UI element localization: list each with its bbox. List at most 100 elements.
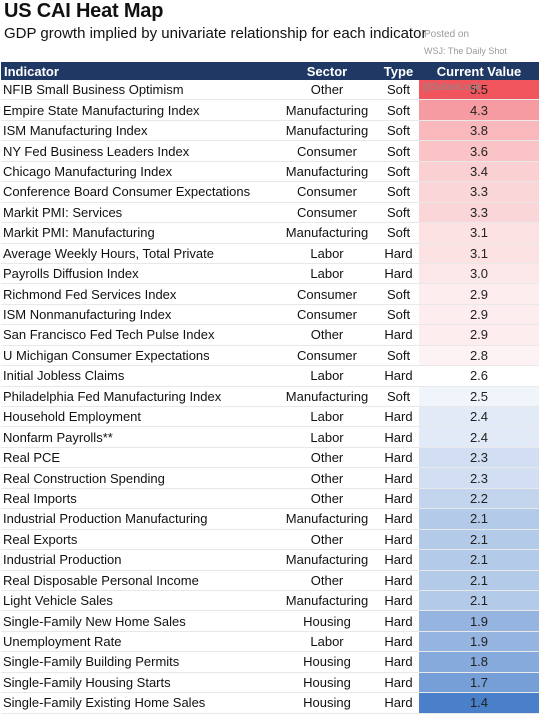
indicator-cell: Markit PMI: Manufacturing xyxy=(1,222,276,244)
value-cell: 2.9 xyxy=(419,304,539,326)
indicator-cell: Average Weekly Hours, Total Private xyxy=(1,243,276,264)
value-cell: 3.3 xyxy=(419,181,539,203)
table-row: Industrial Production Manufacturing Hard 2.… xyxy=(1,549,539,571)
sector-cell: Labor xyxy=(276,406,378,428)
type-cell: Hard xyxy=(378,406,419,428)
table-row: Single-Family Building Permits Housing Har… xyxy=(1,651,539,673)
indicator-cell: Conference Board Consumer Expectations xyxy=(1,181,276,203)
type-cell: Hard xyxy=(378,692,419,714)
sector-cell: Housing xyxy=(276,651,378,673)
value-cell: 2.9 xyxy=(419,283,539,305)
value-cell: 2.1 xyxy=(419,549,539,571)
value-cell: 2.1 xyxy=(419,529,539,551)
indicator-cell: NFIB Small Business Optimism xyxy=(1,80,276,101)
table-row: NY Fed Business Leaders Index Consumer Sof… xyxy=(1,140,539,162)
sector-cell: Labor xyxy=(276,426,378,448)
sector-cell: Consumer xyxy=(276,283,378,305)
table-row: Real Imports Other Hard 2.2 xyxy=(1,488,539,510)
type-cell: Hard xyxy=(378,488,419,510)
header-sector: Sector xyxy=(276,62,378,80)
sector-cell: Consumer xyxy=(276,202,378,224)
heat-map-table: Indicator Sector Type Current Value NFIB… xyxy=(1,62,539,714)
type-cell: Soft xyxy=(378,140,419,162)
indicator-cell: Industrial Production Manufacturing xyxy=(1,508,276,530)
indicator-cell: Unemployment Rate xyxy=(1,631,276,653)
sector-cell: Other xyxy=(276,467,378,489)
indicator-cell: Initial Jobless Claims xyxy=(1,365,276,387)
value-cell: 1.9 xyxy=(419,631,539,653)
source-note: WSJ: The Daily Shot xyxy=(424,46,507,56)
indicator-cell: ISM Manufacturing Index xyxy=(1,120,276,142)
indicator-cell: Real Exports xyxy=(1,529,276,551)
table-row: NFIB Small Business Optimism Other Soft 5.5 xyxy=(1,80,539,101)
table-row: Household Employment Labor Hard 2.4 xyxy=(1,406,539,428)
table-row: Real Construction Spending Other Hard 2.3 xyxy=(1,467,539,489)
table-row: ISM Nonmanufacturing Index Consumer Soft 2.… xyxy=(1,304,539,326)
header-indicator: Indicator xyxy=(1,62,276,80)
value-cell: 1.4 xyxy=(419,692,539,714)
indicator-cell: Real Construction Spending xyxy=(1,467,276,489)
indicator-cell: Real Imports xyxy=(1,488,276,510)
value-cell: 1.9 xyxy=(419,610,539,632)
type-cell: Hard xyxy=(378,631,419,653)
value-cell: 3.3 xyxy=(419,202,539,224)
type-cell: Hard xyxy=(378,243,419,264)
type-cell: Soft xyxy=(378,161,419,183)
value-cell: 3.1 xyxy=(419,222,539,244)
header-row: Indicator Sector Type Current Value xyxy=(1,62,539,80)
value-cell: 2.8 xyxy=(419,345,539,367)
table-row: Single-Family Existing Home Sales Housing… xyxy=(1,692,539,714)
sector-cell: Other xyxy=(276,529,378,551)
value-cell: 3.4 xyxy=(419,161,539,183)
type-cell: Soft xyxy=(378,99,419,121)
type-cell: Hard xyxy=(378,324,419,346)
indicator-cell: Nonfarm Payrolls** xyxy=(1,426,276,448)
value-cell: 2.3 xyxy=(419,447,539,469)
value-cell: 2.5 xyxy=(419,386,539,408)
type-cell: Hard xyxy=(378,672,419,694)
type-cell: Hard xyxy=(378,590,419,612)
table-row: Real Disposable Personal Income Other Hard… xyxy=(1,570,539,591)
indicator-cell: Single-Family Existing Home Sales xyxy=(1,692,276,714)
indicator-cell: Single-Family Building Permits xyxy=(1,651,276,673)
table-row: Industrial Production Manufacturing Manuf… xyxy=(1,508,539,530)
sector-cell: Manufacturing xyxy=(276,549,378,571)
table-row: Richmond Fed Services Index Consumer Soft 2… xyxy=(1,283,539,305)
indicator-cell: San Francisco Fed Tech Pulse Index xyxy=(1,324,276,346)
value-cell: 2.6 xyxy=(419,365,539,387)
table-row: San Francisco Fed Tech Pulse Index Other H… xyxy=(1,324,539,346)
value-cell: 1.7 xyxy=(419,672,539,694)
sector-cell: Housing xyxy=(276,610,378,632)
indicator-cell: Real PCE xyxy=(1,447,276,469)
sector-cell: Manufacturing xyxy=(276,590,378,612)
sector-cell: Consumer xyxy=(276,140,378,162)
type-cell: Soft xyxy=(378,181,419,203)
indicator-cell: Markit PMI: Services xyxy=(1,202,276,224)
sector-cell: Other xyxy=(276,570,378,591)
table-row: Empire State Manufacturing Index Manufact… xyxy=(1,99,539,121)
table-body: NFIB Small Business Optimism Other Soft 5.5… xyxy=(1,80,539,714)
chart-subtitle: GDP growth implied by univariate relatio… xyxy=(4,25,427,42)
sector-cell: Housing xyxy=(276,692,378,714)
type-cell: Hard xyxy=(378,529,419,551)
type-cell: Hard xyxy=(378,570,419,591)
type-cell: Soft xyxy=(378,120,419,142)
indicator-cell: Light Vehicle Sales xyxy=(1,590,276,612)
indicator-cell: Real Disposable Personal Income xyxy=(1,570,276,591)
sector-cell: Manufacturing xyxy=(276,161,378,183)
indicator-cell: Household Employment xyxy=(1,406,276,428)
table-row: Conference Board Consumer Expectations Co… xyxy=(1,181,539,203)
indicator-cell: Richmond Fed Services Index xyxy=(1,283,276,305)
sector-cell: Consumer xyxy=(276,345,378,367)
type-cell: Soft xyxy=(378,345,419,367)
table-row: Nonfarm Payrolls** Labor Hard 2.4 xyxy=(1,426,539,448)
value-cell: 2.4 xyxy=(419,406,539,428)
value-cell: 3.1 xyxy=(419,243,539,264)
value-cell: 4.3 xyxy=(419,99,539,121)
table-row: Payrolls Diffusion Index Labor Hard 3.0 xyxy=(1,263,539,285)
value-cell: 1.8 xyxy=(419,651,539,673)
table-row: Chicago Manufacturing Index Manufacturing… xyxy=(1,161,539,183)
value-cell: 2.9 xyxy=(419,324,539,346)
value-cell: 3.6 xyxy=(419,140,539,162)
type-cell: Soft xyxy=(378,202,419,224)
